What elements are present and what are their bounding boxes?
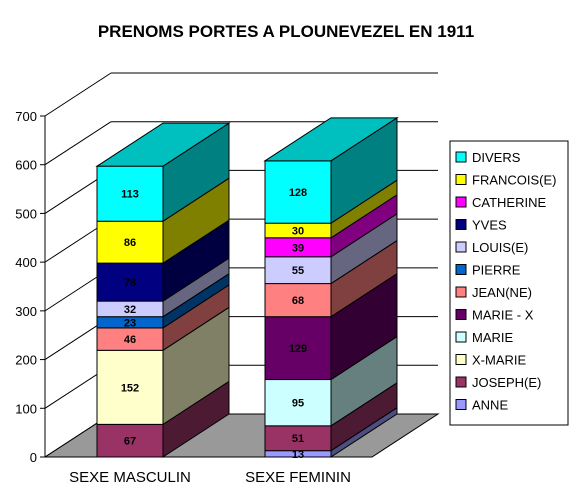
legend-label-francois-e: FRANCOIS(E) xyxy=(472,173,557,188)
y-tick-label: 0 xyxy=(30,450,37,465)
y-tick-label: 200 xyxy=(15,353,37,368)
legend-label-catherine: CATHERINE xyxy=(472,195,546,210)
legend-swatch-marie-x xyxy=(455,309,467,320)
data-label-catherine: 39 xyxy=(292,242,304,254)
legend-swatch-louis-e xyxy=(455,241,467,253)
data-label-anne: 13 xyxy=(292,449,304,461)
legend-label-divers: DIVERS xyxy=(472,150,521,165)
gridline-diagonal xyxy=(44,72,112,117)
legend-swatch-x-marie xyxy=(455,354,467,365)
bar-yves xyxy=(96,262,164,302)
data-label-joseph-e: 51 xyxy=(292,433,304,445)
legend-label-marie: MARIE xyxy=(472,330,514,345)
bar-marie-x xyxy=(264,316,332,381)
legend-swatch-yves xyxy=(455,219,467,230)
y-tick-label: 600 xyxy=(15,158,37,173)
y-tick-label: 400 xyxy=(15,255,37,270)
data-label-marie: 95 xyxy=(292,398,304,410)
data-label-joseph-e: 67 xyxy=(124,436,136,448)
y-tick-label: 700 xyxy=(15,109,37,124)
y-tick-label: 300 xyxy=(15,304,37,319)
legend-label-marie-x: MARIE - X xyxy=(472,308,534,323)
legend-label-joseph-e: JOSEPH(E) xyxy=(472,375,541,390)
data-label-divers: 113 xyxy=(121,189,139,201)
data-label-louis-e: 55 xyxy=(292,265,304,277)
data-label-jean-ne: 68 xyxy=(292,295,304,307)
legend-swatch-pierre xyxy=(455,264,467,275)
legend-label-louis-e: LOUIS(E) xyxy=(472,240,528,255)
legend-label-x-marie: X-MARIE xyxy=(472,353,527,368)
legend-label-pierre: PIERRE xyxy=(472,263,521,278)
data-label-francois-e: 30 xyxy=(292,225,304,237)
data-label-yves: 78 xyxy=(124,277,136,289)
bar-divers xyxy=(264,160,332,224)
x-category-label: SEXE FEMININ xyxy=(245,469,351,486)
legend-swatch-anne xyxy=(455,399,467,410)
legend-label-jean-ne: JEAN(NE) xyxy=(472,285,532,300)
legend-swatch-marie xyxy=(455,331,467,343)
data-label-marie-x: 129 xyxy=(289,343,307,355)
x-category-label: SEXE MASCULIN xyxy=(69,469,191,486)
data-label-pierre: 23 xyxy=(124,317,136,329)
data-label-francois-e: 86 xyxy=(124,237,136,249)
y-tick-label: 500 xyxy=(15,206,37,221)
legend-swatch-divers xyxy=(455,151,467,163)
bar-joseph-e xyxy=(264,425,332,452)
legend-label-anne: ANNE xyxy=(472,398,508,413)
legend-swatch-jean-ne xyxy=(455,286,467,298)
legend-box xyxy=(449,140,569,426)
legend-swatch-joseph-e xyxy=(455,376,467,388)
bar-x-marie xyxy=(96,349,164,425)
bar-marie xyxy=(264,379,332,427)
legend-label-yves: YVES xyxy=(472,218,507,233)
data-label-divers: 128 xyxy=(289,187,307,199)
bar-francois-e xyxy=(96,220,164,264)
data-label-jean-ne: 46 xyxy=(124,334,136,346)
legend-swatch-catherine xyxy=(455,196,467,208)
data-label-x-marie: 152 xyxy=(121,382,139,394)
y-tick-label: 100 xyxy=(15,401,37,416)
bar-divers xyxy=(96,165,164,222)
data-label-louis-e: 32 xyxy=(124,304,136,316)
chart-title: PRENOMS PORTES A PLOUNEVEZEL EN 1911 xyxy=(98,22,474,41)
gridline-diagonal xyxy=(44,121,112,166)
legend-swatch-francois-e xyxy=(455,174,467,185)
bar-top-divers xyxy=(263,117,399,162)
bar-top-divers xyxy=(95,122,231,167)
